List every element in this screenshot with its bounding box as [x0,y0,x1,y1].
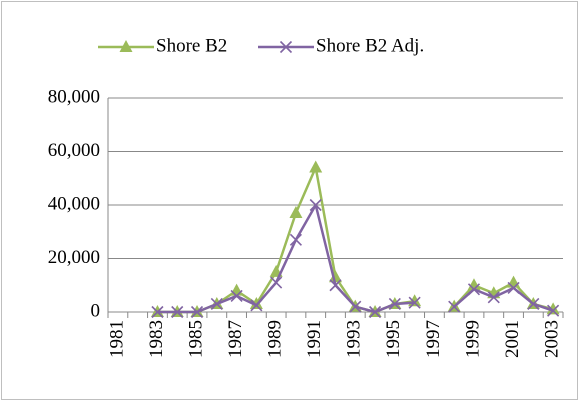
x-tick-label: 1987 [225,320,246,358]
x-tick-label: 1999 [462,320,483,358]
x-tick-label: 1993 [344,320,365,358]
y-tick-label: 40,000 [48,193,100,214]
x-tick-label: 1991 [304,320,325,358]
x-tick-label: 1989 [265,320,286,358]
point [270,276,283,289]
x-tick-label: 1995 [383,320,404,358]
point [388,297,401,311]
x-tick-label: 2003 [541,320,562,358]
point [171,305,184,319]
point [467,283,481,296]
point [210,297,223,311]
point [250,299,263,312]
point [368,305,382,319]
point [249,296,263,309]
point [467,278,481,291]
point [289,206,303,219]
point [546,302,560,315]
point [408,296,421,309]
point [151,305,164,319]
legend-label: Shore B2 [156,35,227,56]
point [309,160,323,173]
point [547,304,560,317]
legend-marker [279,40,293,54]
point [190,305,204,319]
point [448,300,461,313]
x-tick-label: 1981 [106,320,127,358]
y-tick-label: 80,000 [48,86,100,107]
x-tick-label: 2001 [502,320,523,358]
point [349,300,362,313]
point [527,297,540,311]
point [309,198,322,212]
x-tick-label: 1985 [185,320,206,358]
y-tick-label: 20,000 [48,247,100,268]
legend-marker [119,40,133,52]
y-tick-label: 60,000 [48,140,100,161]
point [487,291,500,304]
x-tick-label: 1997 [423,320,444,358]
y-tick-label: 0 [91,300,101,321]
point [329,279,342,292]
legend-label: Shore B2 Adj. [316,35,424,56]
point [230,289,243,303]
x-tick-label: 1983 [146,320,167,358]
point [329,270,342,283]
point [289,233,303,246]
point [507,281,520,294]
